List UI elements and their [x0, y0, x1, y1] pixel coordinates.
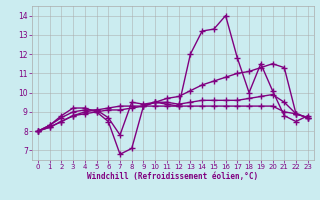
X-axis label: Windchill (Refroidissement éolien,°C): Windchill (Refroidissement éolien,°C): [87, 172, 258, 181]
